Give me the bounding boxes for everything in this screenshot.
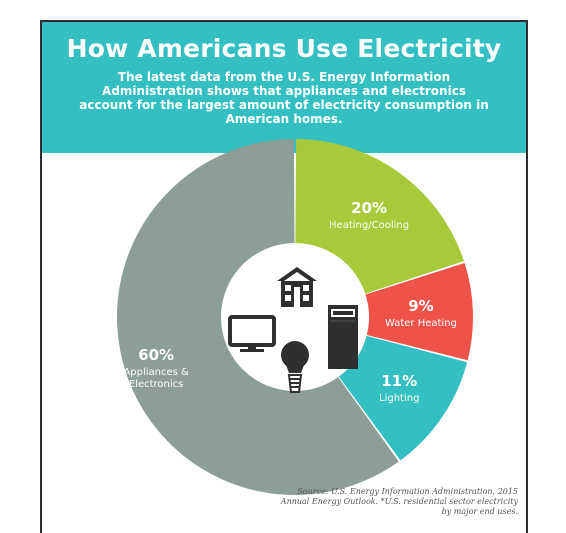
slice-category-label: Electronics [129, 379, 184, 390]
labels-group: 20% Heating/Cooling 9% Water Heating 11% Ligh… [123, 199, 456, 404]
slice-category-label: Lighting [379, 393, 419, 404]
infographic-frame: How Americans Use Electricity The latest… [40, 20, 528, 533]
house-icon [277, 267, 317, 307]
slice-value-label: 11% [381, 372, 417, 390]
slice-value-label: 60% [138, 346, 174, 364]
slice-category-label: Water Heating [385, 318, 457, 329]
source-note: Source: U.S. Energy Information Administ… [280, 487, 518, 516]
slice-appliances-electronics [117, 139, 399, 495]
tv-monitor-icon [228, 315, 276, 352]
donut-chart: 20% Heating/Cooling 9% Water Heating 11% Ligh… [117, 139, 474, 495]
slice-lighting [338, 335, 468, 461]
slice-heating-cooling [295, 139, 464, 294]
slices-group [117, 139, 474, 495]
page-subtitle: The latest data from the U.S. Energy Inf… [79, 70, 489, 126]
light-bulb-icon [281, 341, 309, 393]
water-heater-icon [328, 305, 358, 369]
page-title: How Americans Use Electricity [66, 34, 502, 63]
header-banner: How Americans Use Electricity The latest… [42, 22, 526, 153]
slice-category-label: Appliances & [123, 367, 189, 378]
slice-water-heating [365, 263, 474, 361]
slice-category-label: Heating/Cooling [329, 220, 409, 231]
slice-value-label: 9% [408, 297, 433, 315]
slice-value-label: 20% [351, 199, 387, 217]
